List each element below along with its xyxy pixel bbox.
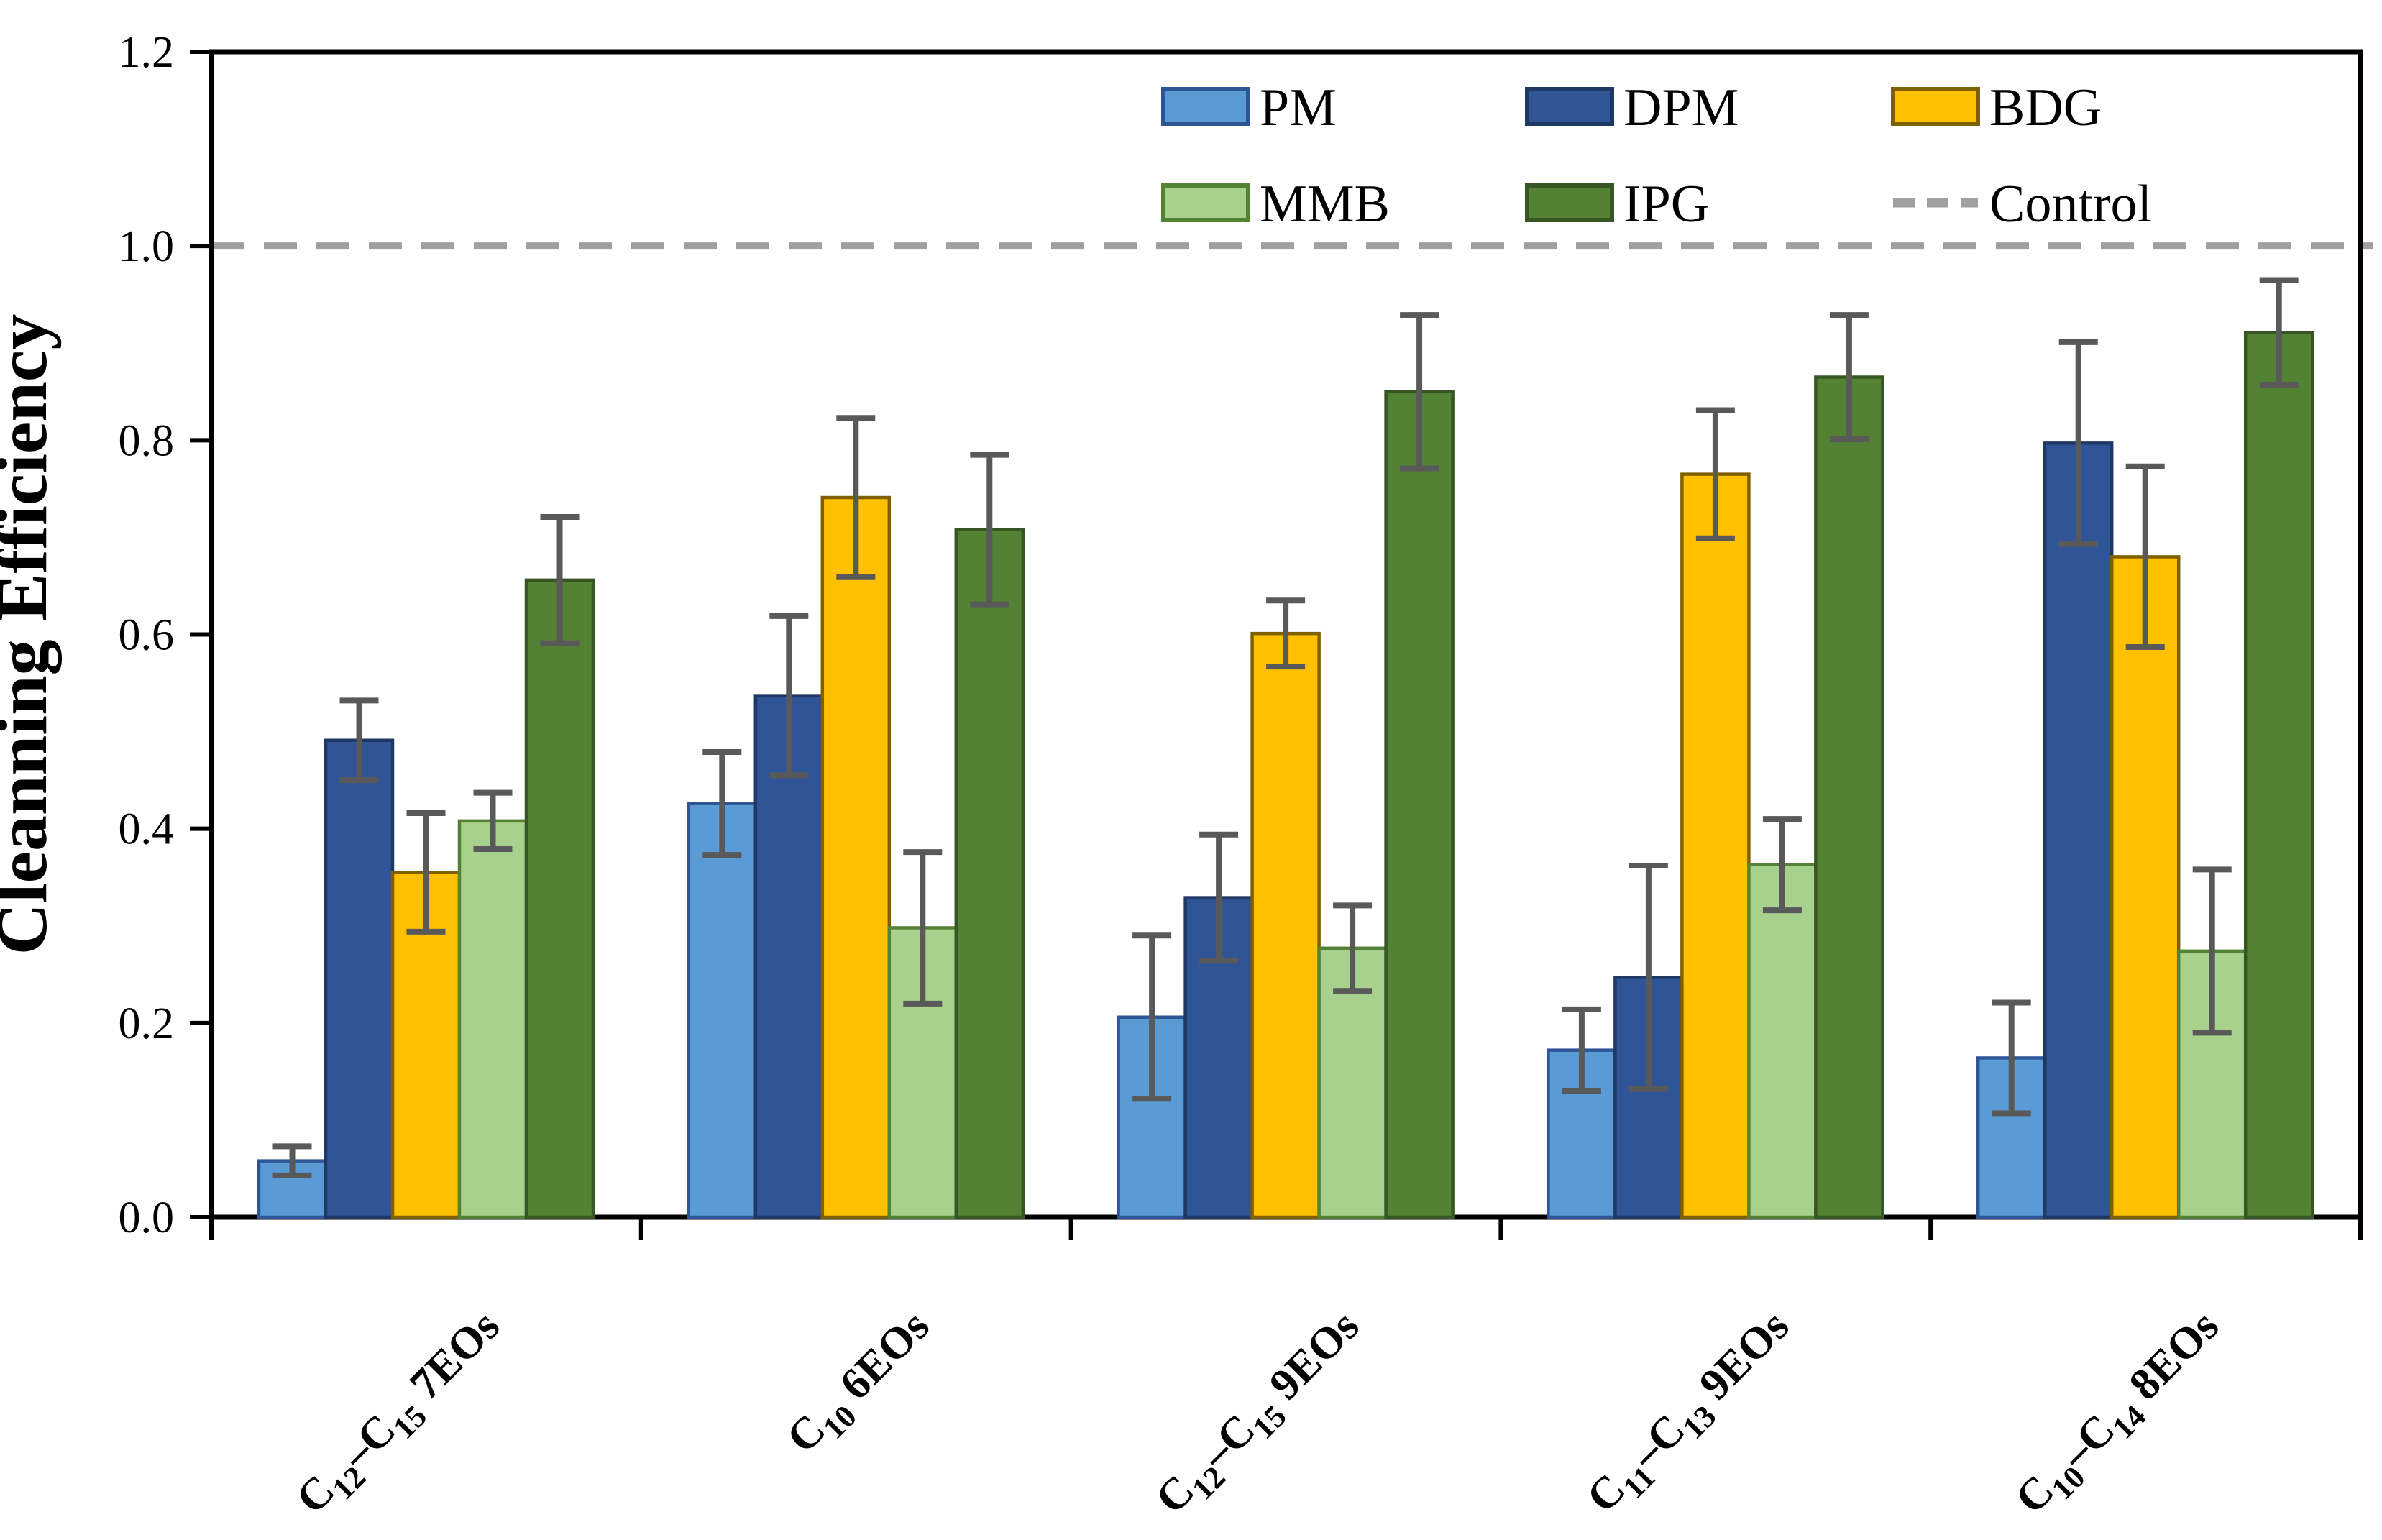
bar-IPG-4 — [1814, 375, 1884, 1219]
error-bar-MMB-2 — [903, 849, 943, 1007]
x-category-label-5: C10–C14 8EOs — [2006, 1301, 2234, 1529]
legend-label-PM: PM — [1260, 78, 1337, 137]
bar-IPG-1 — [524, 578, 595, 1219]
bar-DPM-5 — [2043, 441, 2114, 1219]
error-bar-MMB-3 — [1333, 902, 1373, 994]
error-bar-BDG-1 — [406, 810, 446, 935]
bar-DPM-1 — [324, 738, 395, 1219]
x-category-label-1: C12–C15 7EOs — [287, 1301, 515, 1529]
legend: PM DPM BDG MMB IPG Control — [1161, 78, 2152, 234]
error-bar-DPM-5 — [2058, 339, 2098, 547]
series-MMB — [457, 789, 2248, 1219]
error-bar-DPM-1 — [339, 697, 379, 784]
y-axis-tick-label: 0.4 — [119, 805, 175, 854]
y-axis-title: Cleanning Efficiency — [0, 314, 62, 955]
series-IPG — [524, 277, 2314, 1219]
error-bar-PM-2 — [702, 748, 742, 858]
bar-MMB-1 — [457, 819, 528, 1219]
error-bar-MMB-4 — [1762, 816, 1802, 914]
bar-MMB-4 — [1747, 863, 1818, 1219]
bar-IPG-2 — [954, 528, 1025, 1219]
bar-BDG-3 — [1250, 631, 1321, 1219]
y-axis-tick-label: 0.2 — [119, 999, 175, 1048]
legend-label-IPG: IPG — [1623, 175, 1709, 234]
error-bar-PM-5 — [1992, 999, 2031, 1117]
error-bar-MMB-1 — [473, 789, 513, 853]
y-axis-tick-label: 0.0 — [119, 1193, 175, 1242]
bar-BDG-5 — [2110, 555, 2181, 1219]
error-bar-DPM-4 — [1629, 862, 1668, 1092]
bar-IPG-3 — [1384, 390, 1455, 1219]
x-category-label-4: C11–C13 9EOs — [1577, 1301, 1805, 1528]
error-bar-BDG-4 — [1695, 407, 1735, 541]
legend-swatch-IPG — [1525, 183, 1614, 222]
legend-swatch-PM — [1161, 87, 1250, 126]
series-PM — [257, 748, 2047, 1219]
bar-MMB-3 — [1317, 946, 1388, 1219]
legend-swatch-BDG — [1891, 87, 1980, 126]
legend-label-control: Control — [1989, 175, 2152, 234]
y-axis-tick-label: 0.6 — [119, 611, 175, 660]
error-bar-BDG-3 — [1266, 597, 1306, 670]
error-bar-PM-1 — [272, 1143, 312, 1178]
bar-IPG-5 — [2243, 331, 2314, 1219]
error-bar-BDG-5 — [2125, 463, 2165, 651]
error-bar-MMB-5 — [2192, 866, 2232, 1036]
error-bar-BDG-2 — [836, 415, 876, 580]
error-bar-IPG-2 — [970, 452, 1009, 608]
error-bar-IPG-1 — [540, 514, 580, 646]
x-category-label-2: C10 6EOs — [777, 1301, 945, 1469]
y-axis-tick-label: 0.8 — [119, 416, 175, 465]
y-axis-tick-label: 1.2 — [119, 28, 175, 77]
legend-swatch-DPM — [1525, 87, 1614, 126]
error-bar-DPM-2 — [769, 613, 809, 779]
error-bar-DPM-3 — [1199, 831, 1239, 964]
legend-swatch-MMB — [1161, 183, 1250, 222]
bar-PM-2 — [687, 802, 758, 1219]
bar-DPM-2 — [753, 694, 825, 1219]
error-bar-PM-3 — [1132, 932, 1172, 1102]
series-BDG — [390, 407, 2181, 1219]
error-bar-IPG-4 — [1829, 312, 1869, 442]
series-DPM — [324, 339, 2114, 1219]
y-axis-tick-label: 1.0 — [119, 222, 175, 271]
error-bar-IPG-5 — [2259, 277, 2299, 388]
legend-label-MMB: MMB — [1260, 175, 1390, 234]
x-category-label-3: C12–C15 9EOs — [1147, 1301, 1375, 1529]
bar-BDG-2 — [820, 495, 892, 1219]
error-bar-IPG-3 — [1400, 312, 1439, 472]
legend-label-DPM: DPM — [1623, 78, 1739, 137]
error-bar-PM-4 — [1562, 1006, 1601, 1094]
bar-BDG-4 — [1680, 472, 1751, 1219]
legend-label-BDG: BDG — [1989, 78, 2102, 137]
